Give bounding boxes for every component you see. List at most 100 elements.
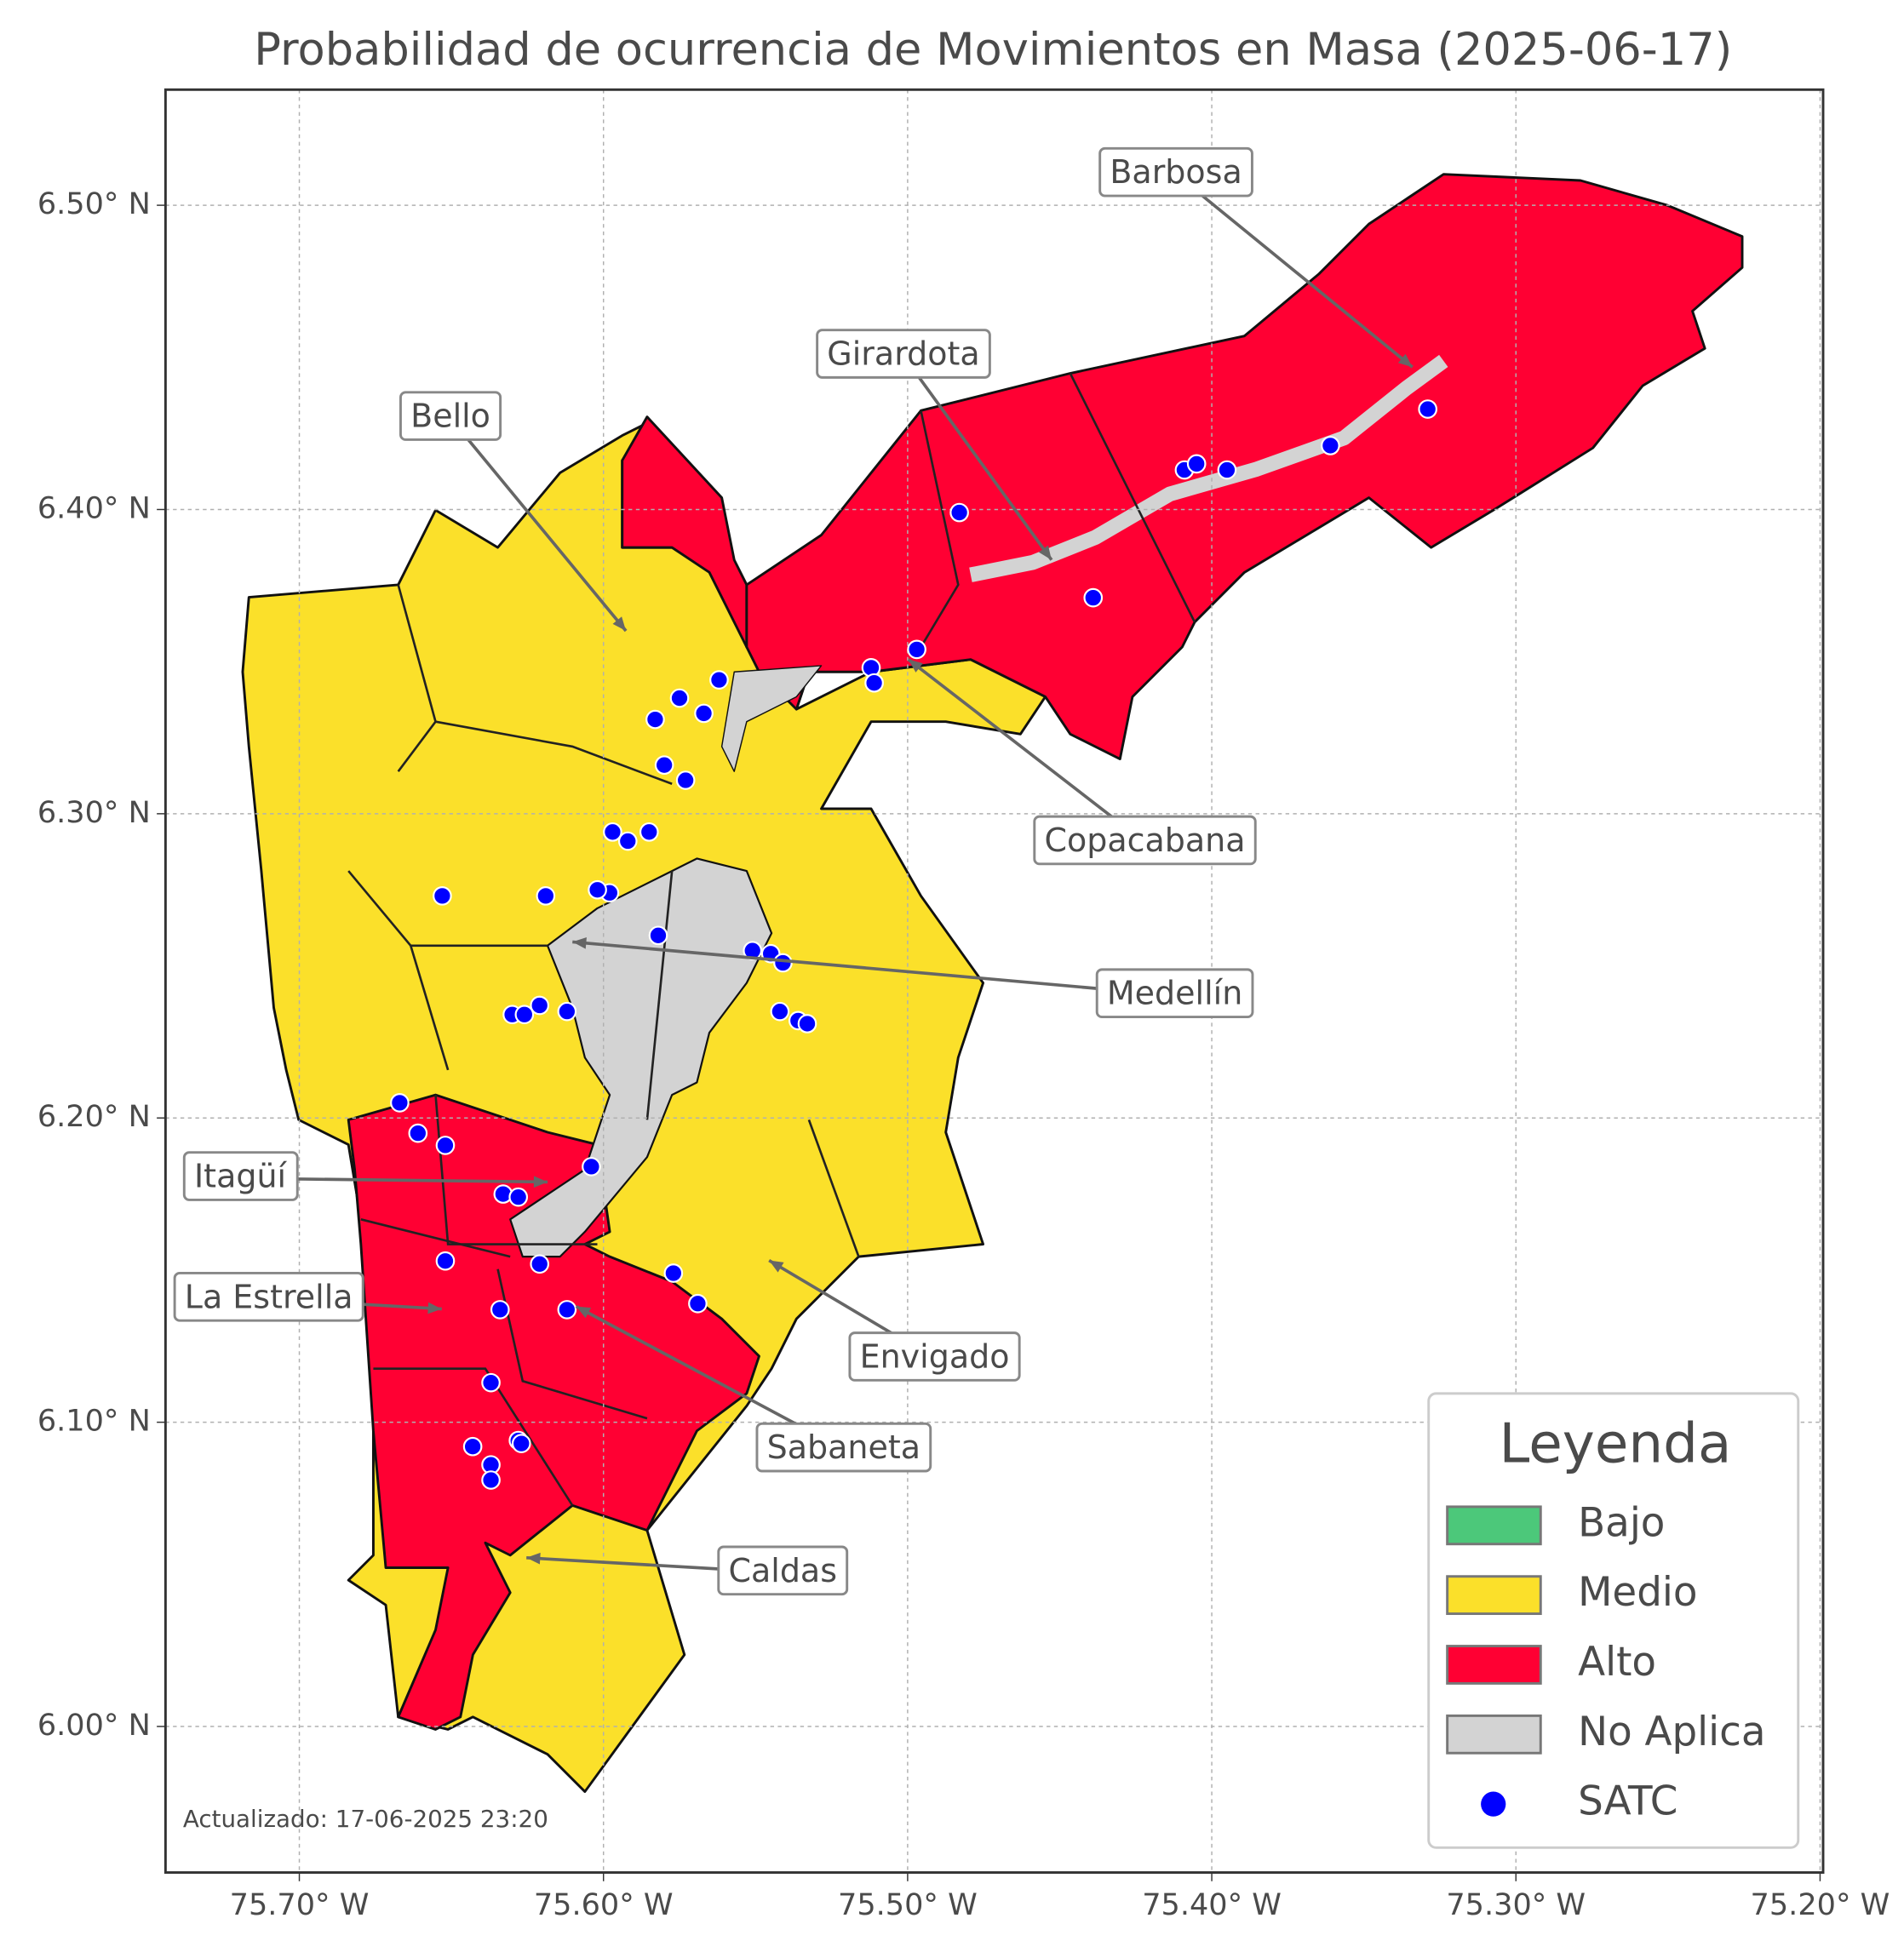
- annotation-label: Barbosa: [1110, 153, 1242, 191]
- legend-title: Leyenda: [1500, 1411, 1732, 1475]
- annotation-label: Sabaneta: [767, 1429, 920, 1466]
- annotation-arrowhead: [526, 1552, 541, 1565]
- x-tick-label: 75.30° W: [1446, 1887, 1586, 1922]
- annotation-arrow: [902, 354, 1053, 561]
- boundary: [920, 410, 960, 648]
- satc-point: [907, 639, 926, 660]
- y-tick-label: 6.40° N: [37, 490, 151, 525]
- annotation-label: Copacabana: [1044, 822, 1245, 859]
- satc-point: [770, 1001, 790, 1022]
- annotation-label: La Estrella: [185, 1278, 353, 1315]
- annotation-arrowhead: [576, 1306, 592, 1319]
- annotation-arrowhead: [533, 1176, 548, 1188]
- annotation-label: Itagüí: [194, 1158, 288, 1195]
- satc-point: [709, 670, 729, 690]
- x-tick-label: 75.60° W: [534, 1887, 674, 1922]
- satc-point: [582, 1157, 601, 1177]
- satc-point: [508, 1187, 529, 1207]
- satc-point: [1186, 454, 1207, 474]
- legend-label: Medio: [1578, 1570, 1697, 1616]
- satc-point: [530, 1254, 550, 1274]
- satc-point: [408, 1123, 428, 1143]
- annotation-box: [755, 1422, 932, 1473]
- legend-marker: [1481, 1791, 1506, 1817]
- satc-point: [669, 688, 690, 708]
- satc-point: [949, 502, 969, 523]
- region-no-aplica: [509, 857, 773, 1258]
- annotation-label: Bello: [410, 398, 490, 435]
- satc-point: [511, 1434, 531, 1453]
- chart-title: Probabilidad de ocurrencia de Movimiento…: [254, 24, 1732, 76]
- annotation-arrowhead: [769, 1260, 784, 1273]
- satc-point: [588, 879, 607, 900]
- annotation-box: [848, 1331, 1021, 1382]
- y-tick-label: 6.10° N: [37, 1404, 151, 1439]
- annotation-arrowhead: [572, 937, 587, 949]
- annotation-box: [1095, 968, 1254, 1019]
- satc-point: [694, 703, 714, 724]
- regions: [241, 173, 1744, 1794]
- annotation-arrow: [572, 940, 1175, 998]
- satc-point: [648, 925, 668, 946]
- satc-point: [462, 1436, 483, 1457]
- satc-point: [435, 1251, 456, 1271]
- satc-point: [390, 1093, 410, 1113]
- x-tick-label: 75.50° W: [838, 1887, 978, 1922]
- annotation-label: Envigado: [860, 1337, 1010, 1375]
- legend-swatch: [1446, 1714, 1542, 1755]
- x-tick-label: 75.40° W: [1142, 1887, 1282, 1922]
- boundary: [435, 720, 673, 786]
- annotation-label: Girardota: [827, 335, 979, 373]
- y-tick-label: 6.50° N: [37, 186, 151, 221]
- annotation-box: [399, 391, 502, 441]
- annotation-arrowhead: [427, 1302, 442, 1314]
- annotation-box: [173, 1272, 364, 1322]
- x-tick-label: 75.20° W: [1751, 1887, 1890, 1922]
- satc-point: [433, 886, 452, 906]
- region-no-aplica: [969, 354, 1448, 582]
- annotation-box: [1033, 815, 1257, 866]
- annotation-box: [717, 1545, 849, 1596]
- satc-point: [688, 1293, 708, 1314]
- boundary: [373, 1367, 574, 1507]
- satc-point: [603, 822, 622, 842]
- satc-point: [797, 1014, 817, 1033]
- annotation-arrow: [907, 658, 1146, 844]
- satc-point: [654, 755, 674, 776]
- plot-frame: [163, 88, 1825, 1875]
- satc-point: [490, 1300, 510, 1320]
- satc-point: [617, 831, 638, 851]
- legend-label: Alto: [1578, 1640, 1656, 1686]
- satc-point: [481, 1372, 501, 1393]
- annotation-box: [816, 329, 991, 379]
- region-no-aplica: [720, 665, 823, 772]
- legend-label: No Aplica: [1578, 1709, 1765, 1755]
- satc-point: [536, 886, 556, 906]
- x-tick-label: 75.70° W: [230, 1887, 370, 1922]
- satc-point: [864, 673, 884, 693]
- annotation-arrow: [449, 416, 628, 633]
- satc-point: [481, 1470, 501, 1490]
- satc-point: [675, 770, 696, 790]
- annotation-arrow: [1174, 173, 1414, 369]
- satc-point: [1217, 460, 1237, 480]
- satc-point: [663, 1263, 684, 1283]
- satc-point: [557, 1300, 577, 1320]
- satc-point: [435, 1136, 456, 1155]
- y-tick-label: 6.30° N: [37, 795, 151, 830]
- satc-point: [1083, 587, 1104, 608]
- footer-note: Actualizado: 17-06-2025 23:20: [183, 1805, 548, 1833]
- y-tick-label: 6.20° N: [37, 1099, 151, 1134]
- annotation-label: Caldas: [728, 1552, 837, 1589]
- annotation-arrowhead: [1397, 353, 1413, 368]
- annotation-box: [1098, 146, 1253, 198]
- satc-point: [557, 1001, 577, 1022]
- boundary: [645, 870, 674, 1120]
- y-tick-label: 6.00° N: [37, 1708, 151, 1743]
- annotation-box: [182, 1151, 299, 1201]
- legend-swatch: [1446, 1645, 1542, 1685]
- boundary: [360, 1218, 511, 1258]
- legend-label: SATC: [1578, 1779, 1677, 1825]
- annotation-arrowhead: [612, 616, 627, 632]
